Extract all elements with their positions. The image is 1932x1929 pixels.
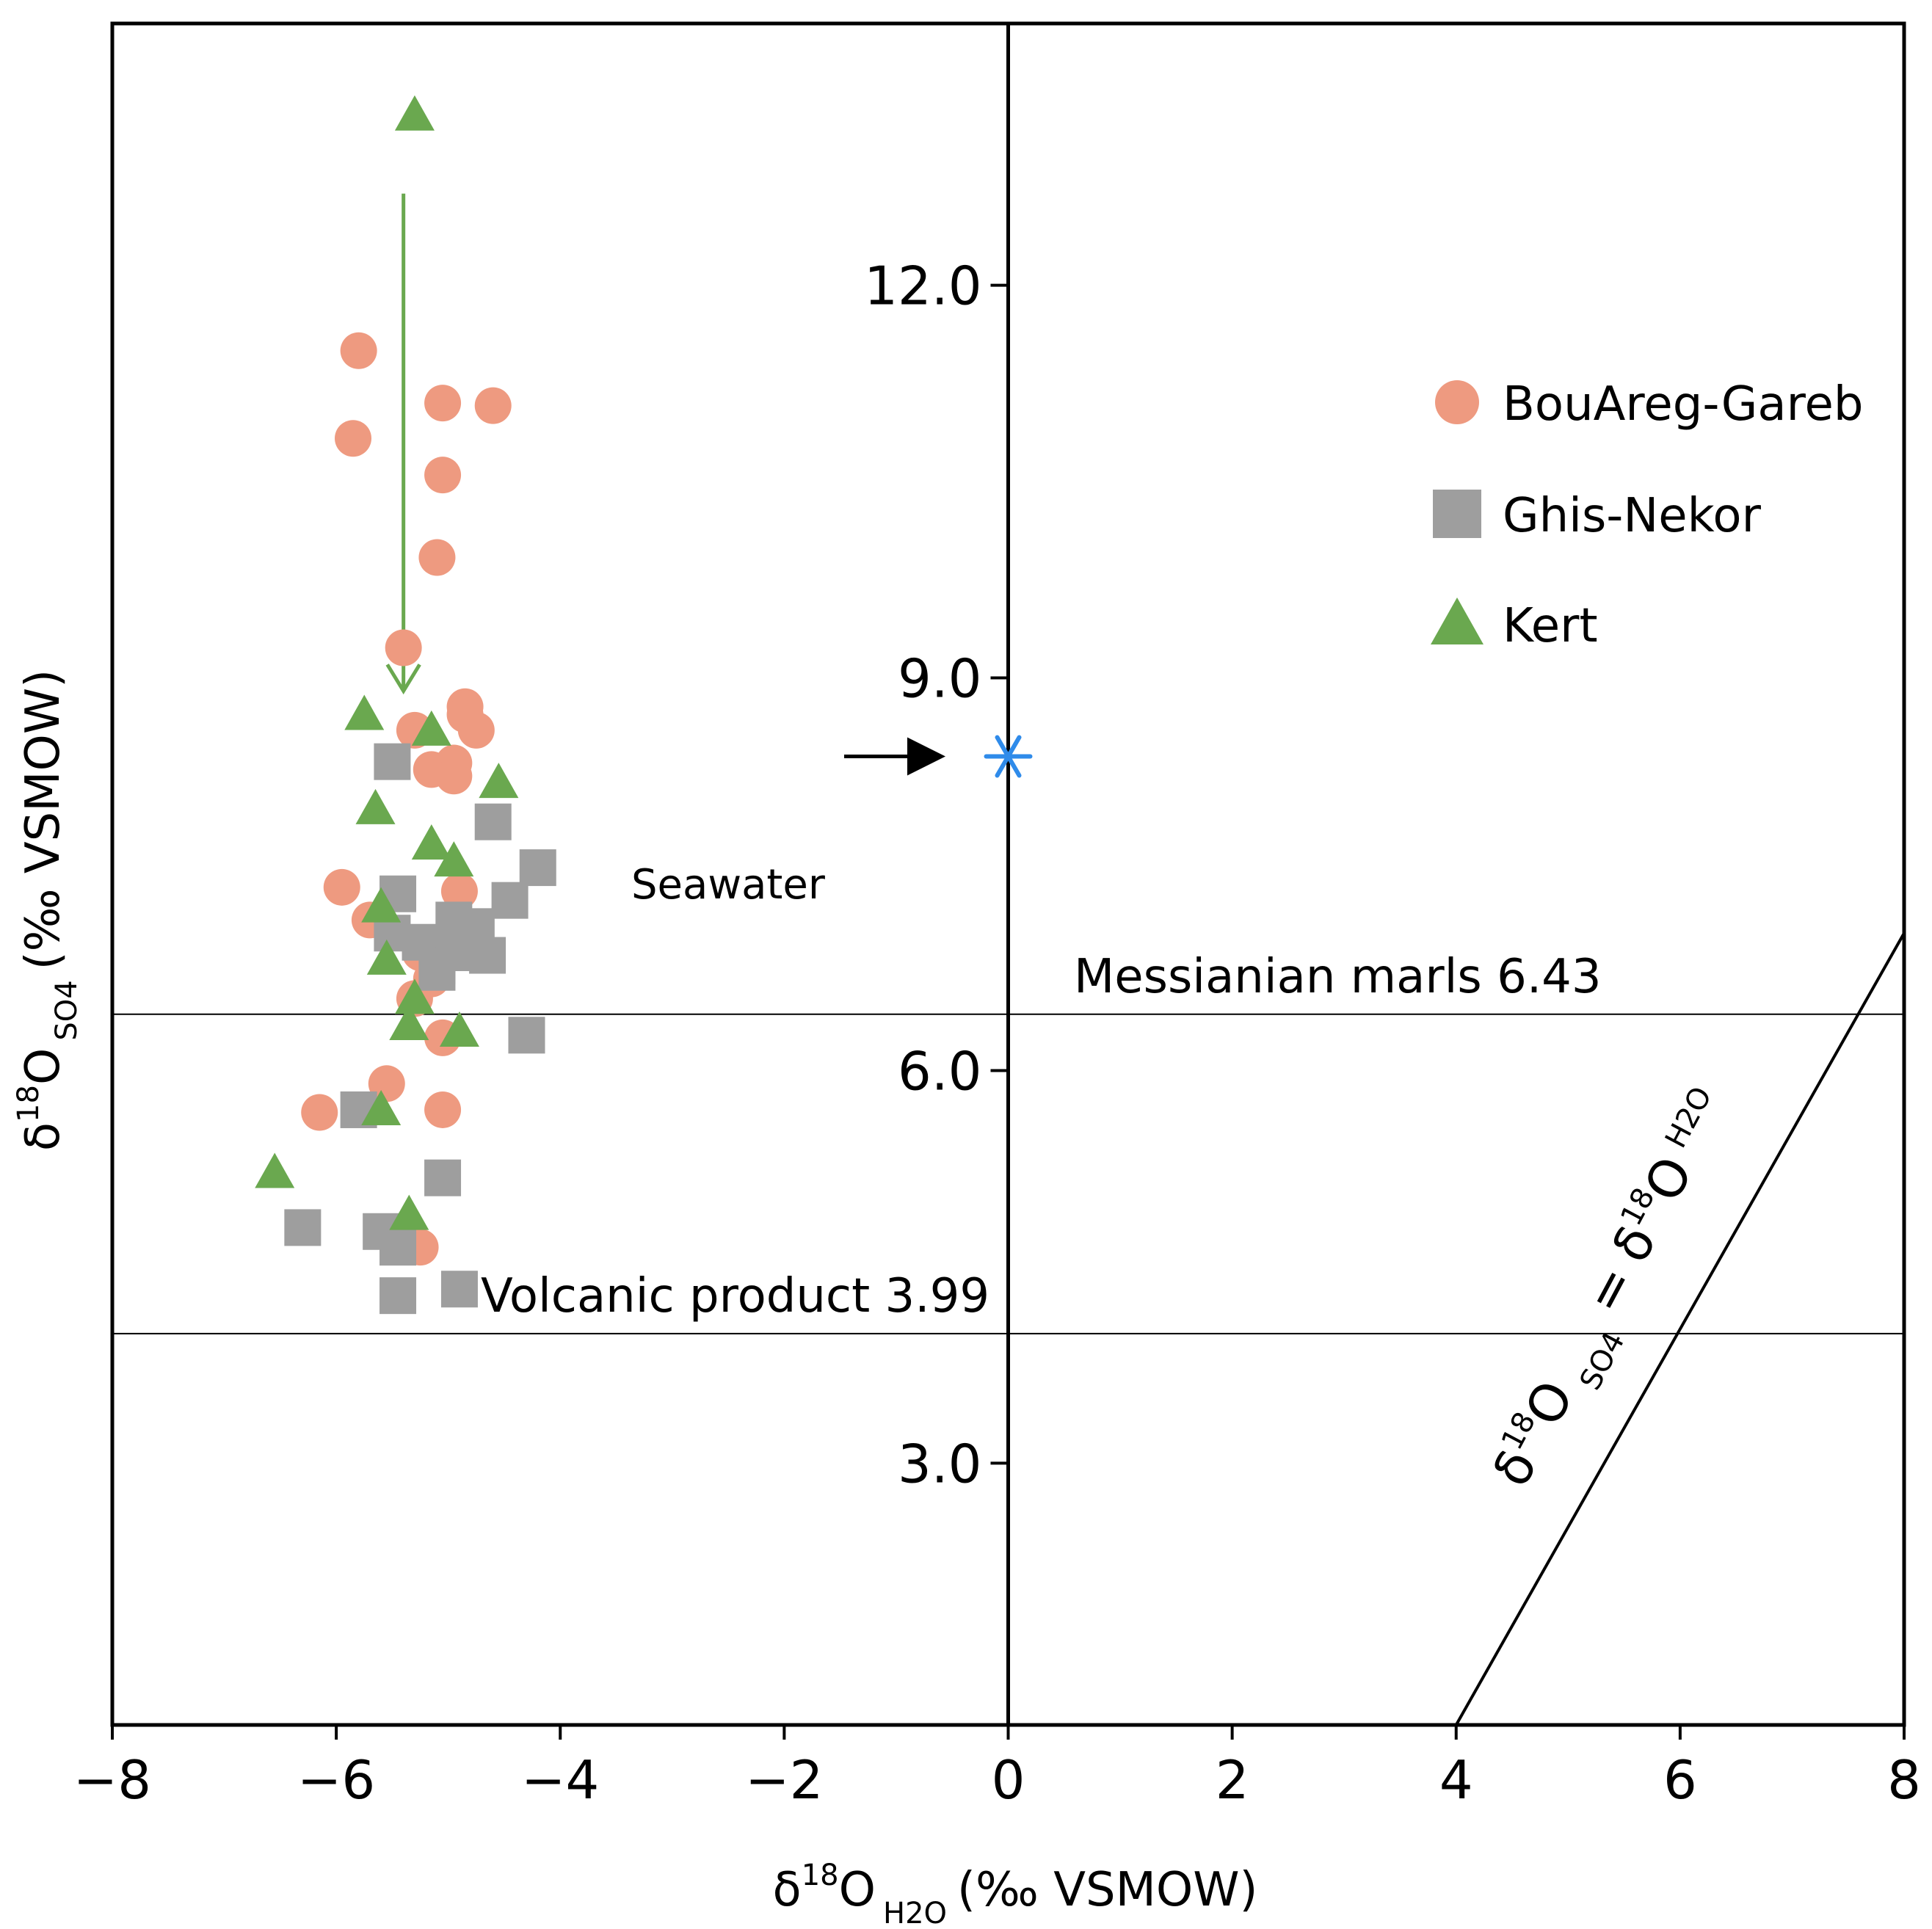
y-tick-label: 9.0 <box>898 648 982 710</box>
x-tick-label: 0 <box>992 1749 1025 1811</box>
series-bouareg-gareb <box>301 332 512 1266</box>
x-tick-label: 4 <box>1439 1749 1473 1811</box>
data-point <box>411 710 451 746</box>
data-point <box>374 743 411 780</box>
x-tick-label: 2 <box>1216 1749 1249 1811</box>
y-tick-label: 3.0 <box>898 1433 982 1494</box>
equality-line-group <box>1455 932 1906 1726</box>
data-point <box>424 457 462 494</box>
data-point <box>440 873 478 910</box>
data-point <box>439 1011 479 1047</box>
data-point <box>301 1094 338 1131</box>
data-point <box>457 711 495 749</box>
x-tick-label: −8 <box>73 1749 151 1811</box>
data-point <box>469 937 506 974</box>
data-point <box>424 385 462 422</box>
data-point <box>323 868 360 906</box>
legend-marker <box>1433 490 1481 538</box>
x-axis-title: δ18O H2O (‰ VSMOW) <box>773 1859 1258 1929</box>
volcanic-product-label: Volcanic product 3.99 <box>481 1269 989 1323</box>
trend-arrow-group <box>385 193 421 695</box>
legend: BouAreg-Gareb Ghis-Nekor Kert <box>1431 377 1863 653</box>
data-point <box>380 1229 417 1266</box>
data-point <box>340 332 377 369</box>
data-point <box>434 841 474 877</box>
data-point <box>335 420 372 457</box>
data-point <box>479 763 519 799</box>
data-point <box>424 1159 462 1196</box>
data-point <box>380 1277 417 1315</box>
y-axis-title: δ18OSO4(‰ VSMOW) <box>12 669 84 1151</box>
data-point <box>344 694 385 730</box>
y-tick-label: 6.0 <box>898 1040 982 1102</box>
data-point <box>366 939 407 975</box>
data-point <box>368 1065 405 1102</box>
data-point <box>389 1194 429 1230</box>
data-point <box>474 803 512 840</box>
seawater-marker <box>984 735 1033 778</box>
data-points <box>255 95 556 1315</box>
x-tick-label: −4 <box>521 1749 599 1811</box>
x-axis-ticks: −8 −6 −4 −2 0 2 4 6 8 <box>73 1725 1921 1811</box>
x-tick-label: −2 <box>745 1749 823 1811</box>
equality-line <box>1455 932 1906 1726</box>
trend-arrow-head <box>385 664 421 695</box>
data-point <box>361 1089 402 1125</box>
legend-label: BouAreg-Gareb <box>1503 377 1863 432</box>
data-point <box>519 849 556 887</box>
y-axis-ticks: 3.0 6.0 9.0 12.0 <box>864 255 1009 1494</box>
legend-marker <box>1435 380 1479 424</box>
messinian-marls-label: Messianian marls 6.43 <box>1074 950 1602 1004</box>
data-point <box>508 1017 545 1054</box>
data-point <box>284 1209 322 1246</box>
data-point <box>255 1152 295 1188</box>
seawater-arrow-head <box>907 737 945 776</box>
data-point <box>411 824 451 860</box>
data-point <box>418 539 456 576</box>
data-point <box>424 1091 462 1128</box>
series-ghis-nekor <box>284 743 556 1315</box>
data-point <box>385 629 422 666</box>
data-point <box>474 387 512 424</box>
data-point <box>389 1005 429 1041</box>
data-point <box>394 978 435 1014</box>
data-point <box>435 758 473 795</box>
series-kert <box>255 95 519 1230</box>
legend-marker <box>1431 597 1484 644</box>
data-point <box>491 882 529 919</box>
legend-label: Kert <box>1503 599 1598 653</box>
data-point <box>418 953 456 991</box>
x-tick-label: −6 <box>297 1749 375 1811</box>
y-tick-label: 12.0 <box>864 255 981 317</box>
data-point <box>440 1271 478 1308</box>
data-point <box>355 788 396 824</box>
x-tick-label: 8 <box>1887 1749 1921 1811</box>
seawater-label: Seawater <box>631 861 826 909</box>
seawater-group <box>844 735 1033 778</box>
x-tick-label: 6 <box>1663 1749 1697 1811</box>
seawater-marker-stroke <box>995 735 1022 778</box>
data-point <box>361 887 402 923</box>
data-point <box>394 95 435 131</box>
legend-label: Ghis-Nekor <box>1503 489 1762 543</box>
